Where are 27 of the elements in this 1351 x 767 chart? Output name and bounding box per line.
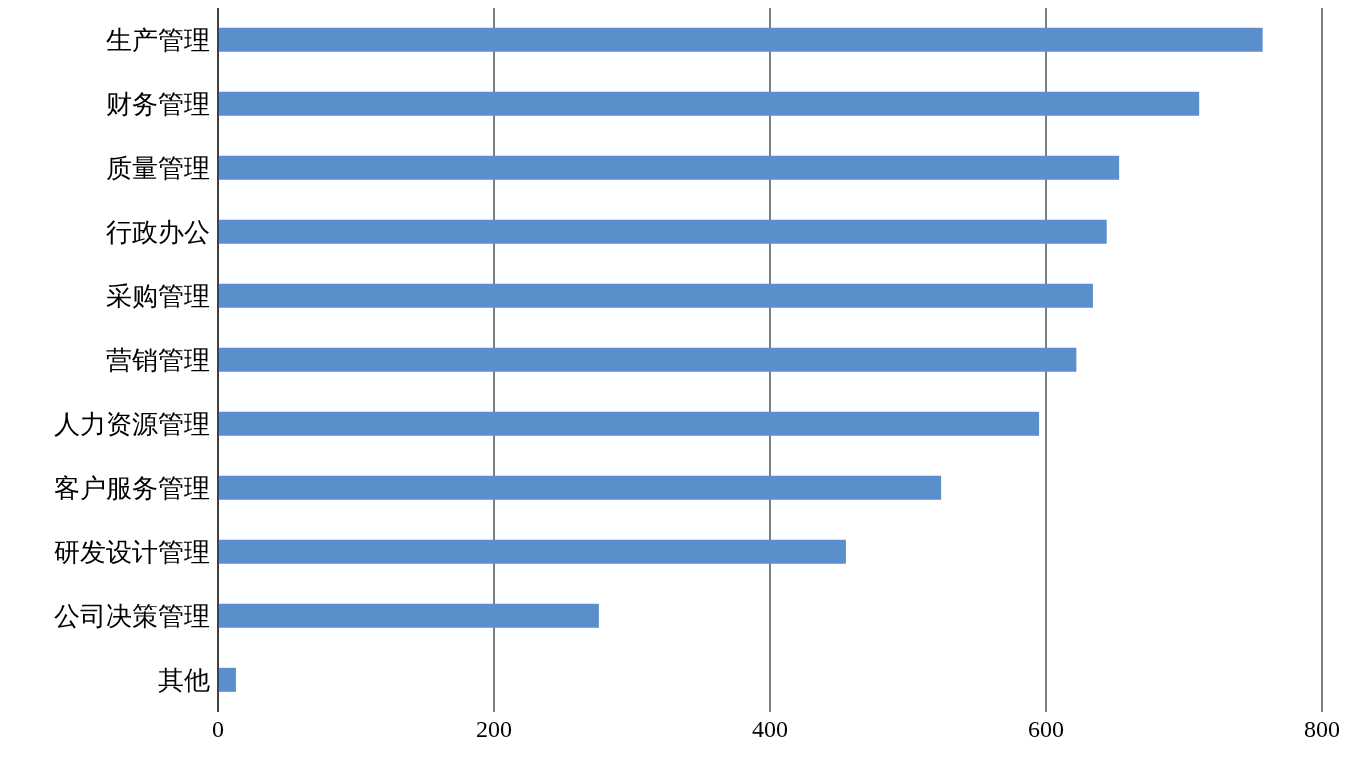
y-tick-label: 营销管理 (106, 346, 210, 376)
bar (218, 667, 236, 692)
bar (218, 283, 1093, 308)
y-tick-label: 质量管理 (106, 154, 210, 184)
x-tick-label: 600 (1028, 716, 1064, 743)
bar (218, 219, 1107, 244)
y-tick-label: 客户服务管理 (54, 474, 210, 504)
y-tick-label: 人力资源管理 (54, 410, 210, 440)
y-tick-label: 采购管理 (106, 282, 210, 312)
bar (218, 475, 942, 500)
bar (218, 155, 1120, 180)
y-tick-label: 研发设计管理 (54, 538, 210, 568)
x-tick-label: 200 (476, 716, 512, 743)
bar (218, 91, 1200, 116)
y-tick-label: 公司决策管理 (54, 602, 210, 632)
y-tick-label: 其他 (158, 666, 210, 696)
bar (218, 603, 599, 628)
x-tick-label: 0 (212, 716, 224, 743)
bar (218, 411, 1040, 436)
bar (218, 347, 1077, 372)
bar (218, 539, 846, 564)
x-tick-label: 800 (1304, 716, 1340, 743)
y-tick-label: 生产管理 (106, 26, 210, 56)
x-tick-label: 400 (752, 716, 788, 743)
y-tick-label: 财务管理 (106, 90, 210, 120)
bar (218, 27, 1263, 52)
y-tick-label: 行政办公 (106, 218, 210, 248)
